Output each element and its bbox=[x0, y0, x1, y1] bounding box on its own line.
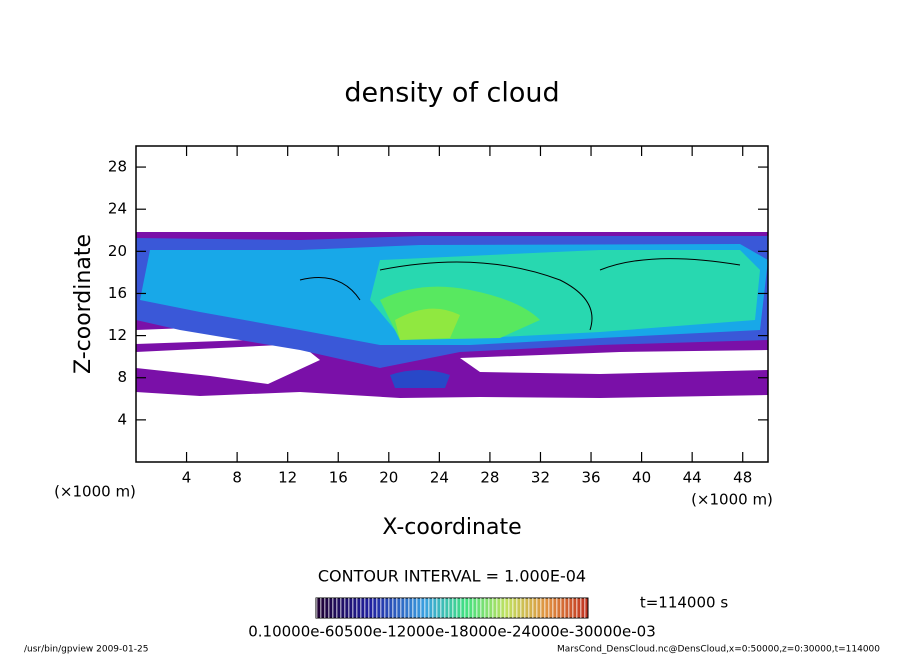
colorbar-stripes bbox=[316, 598, 588, 618]
y-axis-label: Z-coordinate bbox=[71, 234, 96, 374]
y-tick-label: 24 bbox=[108, 200, 127, 218]
x-tick-label: 44 bbox=[683, 469, 702, 487]
y-tick-label: 8 bbox=[117, 368, 127, 386]
footer-right: MarsCond_DensCloud.nc@DensCloud,x=0:5000… bbox=[557, 645, 880, 654]
contour-interval: CONTOUR INTERVAL = 1.000E-04 bbox=[318, 567, 586, 586]
footer-left: /usr/bin/gpview 2009-01-25 bbox=[24, 645, 148, 654]
y-tick-label: 28 bbox=[108, 158, 127, 176]
x-tick-label: 48 bbox=[733, 469, 752, 487]
y-tick-label: 12 bbox=[108, 326, 127, 344]
y-tick-label: 20 bbox=[108, 242, 127, 260]
x-tick-label: 40 bbox=[632, 469, 651, 487]
y-tick-label: 4 bbox=[117, 410, 127, 428]
plot-frame bbox=[135, 145, 769, 463]
x-tick-label: 32 bbox=[531, 469, 550, 487]
chart-title: density of cloud bbox=[344, 78, 559, 109]
y-tick-label: 16 bbox=[108, 284, 127, 302]
x-tick-label: 16 bbox=[329, 469, 348, 487]
time-label: t=114000 s bbox=[640, 594, 728, 612]
x-tick-label: 4 bbox=[182, 469, 192, 487]
x-tick-label: 8 bbox=[232, 469, 242, 487]
x-axis-label: X-coordinate bbox=[382, 515, 521, 540]
x-tick-label: 36 bbox=[581, 469, 600, 487]
colorbar-labels: 0.10000e-60500e-12000e-18000e-24000e-300… bbox=[248, 623, 656, 641]
cloud-field bbox=[136, 232, 768, 398]
x-tick-label: 24 bbox=[430, 469, 449, 487]
x-unit-label: (×1000 m) bbox=[691, 491, 773, 509]
x-tick-label: 28 bbox=[480, 469, 499, 487]
y-unit-label: (×1000 m) bbox=[54, 483, 136, 501]
x-tick-label: 20 bbox=[379, 469, 398, 487]
x-tick-label: 12 bbox=[278, 469, 297, 487]
